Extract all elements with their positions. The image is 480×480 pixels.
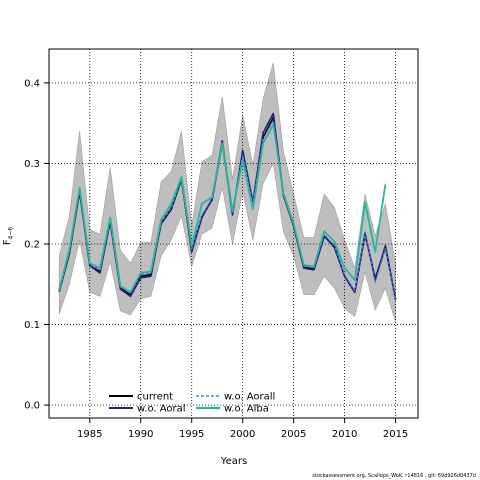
y-tick-label: 0.2 [24,239,40,250]
legend-label-0: current [137,392,173,403]
x-tick-label: 2000 [230,429,255,440]
x-axis: 1985 1990 1995 2000 2005 2010 2015 [77,418,408,440]
y-tick-label: 0.4 [24,78,40,89]
x-tick-label: 2005 [281,429,306,440]
series-line-3 [58,123,387,294]
x-axis-title: Years [220,456,247,467]
x-tick-label: 1990 [128,429,153,440]
confidence-band-area [58,62,396,323]
x-tick-label: 1995 [179,429,204,440]
legend-label-1: w.o. Aoral [137,404,186,415]
y-tick-label: 0.0 [24,401,40,412]
confidence-band [58,62,396,323]
x-tick-label: 2010 [332,429,357,440]
plot-frame [48,48,419,419]
x-tick-label: 1985 [77,429,102,440]
y-tick-label: 0.1 [24,320,40,331]
y-axis: 0.0 0.1 0.2 0.3 0.4 [24,78,49,412]
credit-text: stockassessment.org, Scallops_WoK, r1481… [312,473,476,479]
y-axis-title: F4−6 [2,227,15,246]
series-lines [58,112,397,301]
y-tick-label: 0.3 [24,159,40,170]
x-tick-label: 2015 [383,429,408,440]
y-axis-title-sub: 4−6 [8,227,15,240]
legend-label-2: w.o. Aorall [224,392,275,403]
legend-label-3: w.o. Alba [224,404,269,415]
y-axis-title-main: F [2,239,13,245]
